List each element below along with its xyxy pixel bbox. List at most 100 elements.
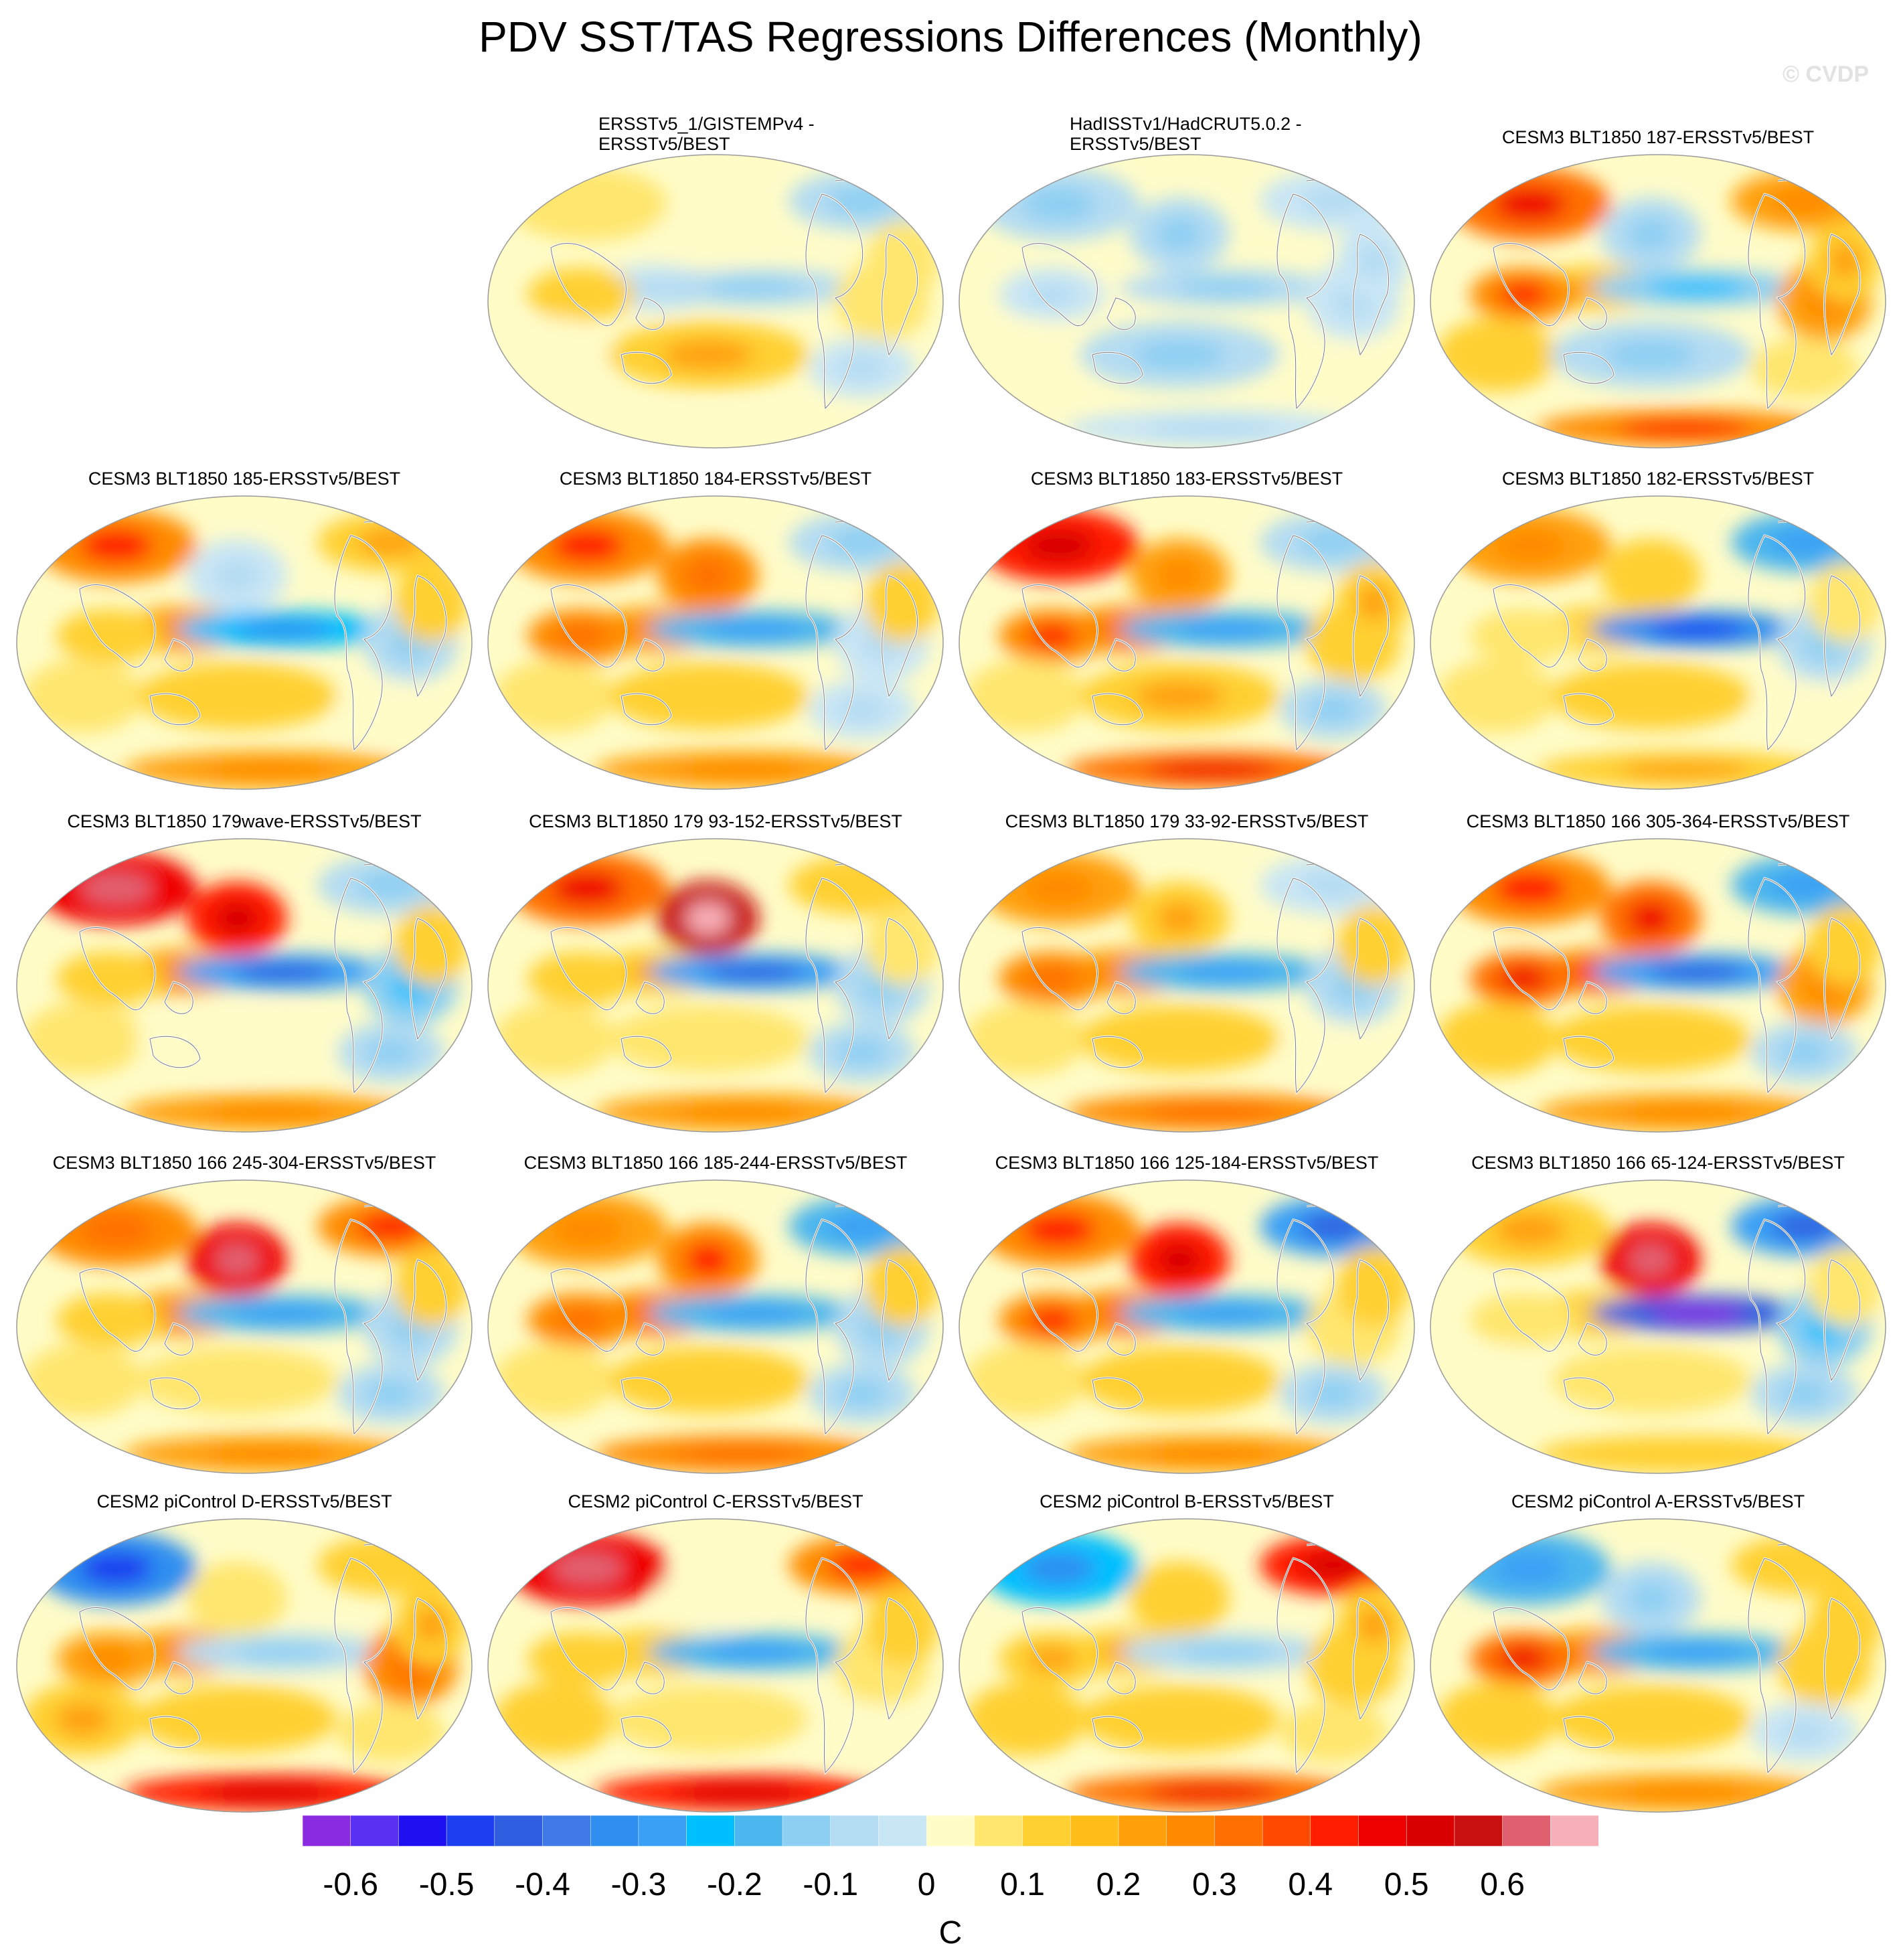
anomaly-core bbox=[1134, 1365, 1225, 1396]
anomaly-core bbox=[829, 187, 896, 215]
anomaly-core bbox=[707, 1305, 803, 1322]
anomaly-core bbox=[1628, 218, 1673, 251]
colorbar-swatch bbox=[350, 1815, 400, 1846]
map-border bbox=[1430, 838, 1886, 1133]
colorbar-swatch bbox=[398, 1815, 447, 1846]
anomaly-core bbox=[998, 1022, 1053, 1056]
coastline bbox=[1493, 179, 1861, 410]
anomaly-core bbox=[1605, 681, 1696, 712]
robinson-map bbox=[959, 1179, 1415, 1474]
colorbar-swatch bbox=[446, 1815, 495, 1846]
panel-title: CESM3 BLT1850 179 93-152-ERSSTv5/BEST bbox=[529, 811, 902, 831]
anomaly-core bbox=[1469, 1022, 1524, 1056]
anomaly-core bbox=[1649, 963, 1746, 981]
colorbar-swatch bbox=[974, 1815, 1023, 1846]
anomaly-core bbox=[1499, 967, 1548, 991]
anomaly-core bbox=[1147, 420, 1279, 437]
anomaly-core bbox=[1771, 1212, 1838, 1240]
panel-title: CESM3 BLT1850 184-ERSSTv5/BEST bbox=[559, 469, 872, 489]
figure-title: PDV SST/TAS Regressions Differences (Mon… bbox=[479, 13, 1422, 61]
anomaly-core bbox=[236, 963, 332, 981]
anomaly-core bbox=[1023, 1213, 1095, 1246]
robinson-map bbox=[487, 1518, 944, 1813]
colorbar-swatch bbox=[1502, 1815, 1552, 1846]
anomaly-core bbox=[236, 621, 332, 638]
anomaly-core bbox=[1494, 187, 1566, 221]
anomaly-core bbox=[1628, 1582, 1673, 1615]
map-panel: CESM3 BLT1850 184-ERSSTv5/BEST bbox=[485, 469, 946, 803]
coastline bbox=[1021, 1205, 1390, 1435]
robinson-map bbox=[16, 1518, 473, 1813]
map-panel: CESM3 BLT1850 166 185-244-ERSSTv5/BEST bbox=[485, 1153, 946, 1487]
anomaly-core bbox=[707, 279, 803, 297]
map-border bbox=[487, 495, 944, 790]
colorbar-tick-label: -0.4 bbox=[515, 1867, 570, 1902]
coastline bbox=[1493, 1205, 1861, 1435]
colorbar-swatch bbox=[830, 1815, 880, 1846]
robinson-map bbox=[16, 495, 473, 790]
anomaly-core bbox=[1178, 1305, 1274, 1322]
colorbar-tick-label: 0.5 bbox=[1384, 1867, 1429, 1902]
anomaly-core bbox=[1157, 902, 1202, 935]
anomaly-core bbox=[191, 1365, 282, 1396]
colorbar-unit-label: C bbox=[938, 1915, 963, 1951]
anomaly-core bbox=[1649, 621, 1746, 638]
panel-title: CESM3 BLT1850 179 33-92-ERSSTv5/BEST bbox=[1005, 811, 1369, 831]
panel-title: CESM3 BLT1850 187-ERSSTv5/BEST bbox=[1501, 127, 1815, 147]
colorbar-tick-label: -0.1 bbox=[803, 1867, 859, 1902]
anomaly-core bbox=[357, 528, 424, 556]
anomaly-core bbox=[675, 1784, 808, 1801]
anomaly-core bbox=[685, 1582, 731, 1615]
colorbar-tick-label: 0.4 bbox=[1288, 1867, 1333, 1902]
anomaly-core bbox=[829, 871, 896, 899]
robinson-map bbox=[1430, 154, 1886, 448]
colorbar-swatch bbox=[494, 1815, 544, 1846]
colorbar-tick-label: -0.5 bbox=[418, 1867, 475, 1902]
anomaly-core bbox=[829, 1212, 896, 1240]
colorbar-swatch bbox=[782, 1815, 831, 1846]
colorbar-tick-label: -0.6 bbox=[323, 1867, 379, 1902]
anomaly-core bbox=[1178, 279, 1274, 297]
anomaly-core bbox=[86, 1308, 134, 1332]
map-border bbox=[1430, 495, 1886, 790]
anomaly-core bbox=[214, 1582, 260, 1615]
anomaly-core bbox=[191, 681, 282, 712]
map-border bbox=[16, 1518, 473, 1813]
anomaly-core bbox=[675, 420, 808, 437]
colorbar-tick-label: -0.2 bbox=[706, 1867, 762, 1902]
anomaly-core bbox=[663, 681, 754, 712]
anomaly-core bbox=[1134, 1024, 1225, 1054]
anomaly-core bbox=[527, 1702, 582, 1736]
anomaly-core bbox=[1618, 1104, 1750, 1121]
anomaly-core bbox=[829, 1551, 896, 1579]
panel-title: CESM3 BLT1850 166 305-364-ERSSTv5/BEST bbox=[1466, 811, 1850, 831]
panel-title: CESM2 piControl A-ERSSTv5/BEST bbox=[1511, 1491, 1805, 1512]
anomaly-core bbox=[1023, 1552, 1095, 1585]
anomaly-core bbox=[1028, 624, 1076, 648]
robinson-map bbox=[1430, 838, 1886, 1133]
map-border bbox=[16, 495, 473, 790]
colorbar-swatch bbox=[1550, 1815, 1598, 1846]
anomaly-core bbox=[204, 1784, 337, 1801]
map-panel: CESM3 BLT1850 179wave-ERSSTv5/BEST bbox=[13, 811, 475, 1146]
anomaly-core bbox=[56, 1022, 110, 1056]
anomaly-core bbox=[1134, 339, 1225, 370]
colorbar-swatch bbox=[1118, 1815, 1167, 1846]
map-panel: CESM3 BLT1850 183-ERSSTv5/BEST bbox=[956, 469, 1418, 803]
anomaly-core bbox=[1300, 1212, 1367, 1240]
panel-title: CESM2 piControl C-ERSSTv5/BEST bbox=[568, 1491, 863, 1512]
anomaly-core bbox=[998, 679, 1053, 713]
coastline bbox=[550, 1544, 918, 1774]
anomaly-core bbox=[1028, 1308, 1076, 1332]
anomaly-core bbox=[1499, 282, 1548, 307]
anomaly-core bbox=[236, 1643, 332, 1661]
anomaly-core bbox=[1605, 1365, 1696, 1396]
anomaly-core bbox=[663, 339, 754, 370]
anomaly-core bbox=[675, 1104, 808, 1121]
colorbar-swatch bbox=[1358, 1815, 1407, 1846]
map-border bbox=[959, 838, 1415, 1133]
anomaly-core bbox=[685, 1243, 731, 1277]
robinson-map bbox=[959, 495, 1415, 790]
colorbar-swatch bbox=[1310, 1815, 1359, 1846]
anomaly-core bbox=[663, 1365, 754, 1396]
